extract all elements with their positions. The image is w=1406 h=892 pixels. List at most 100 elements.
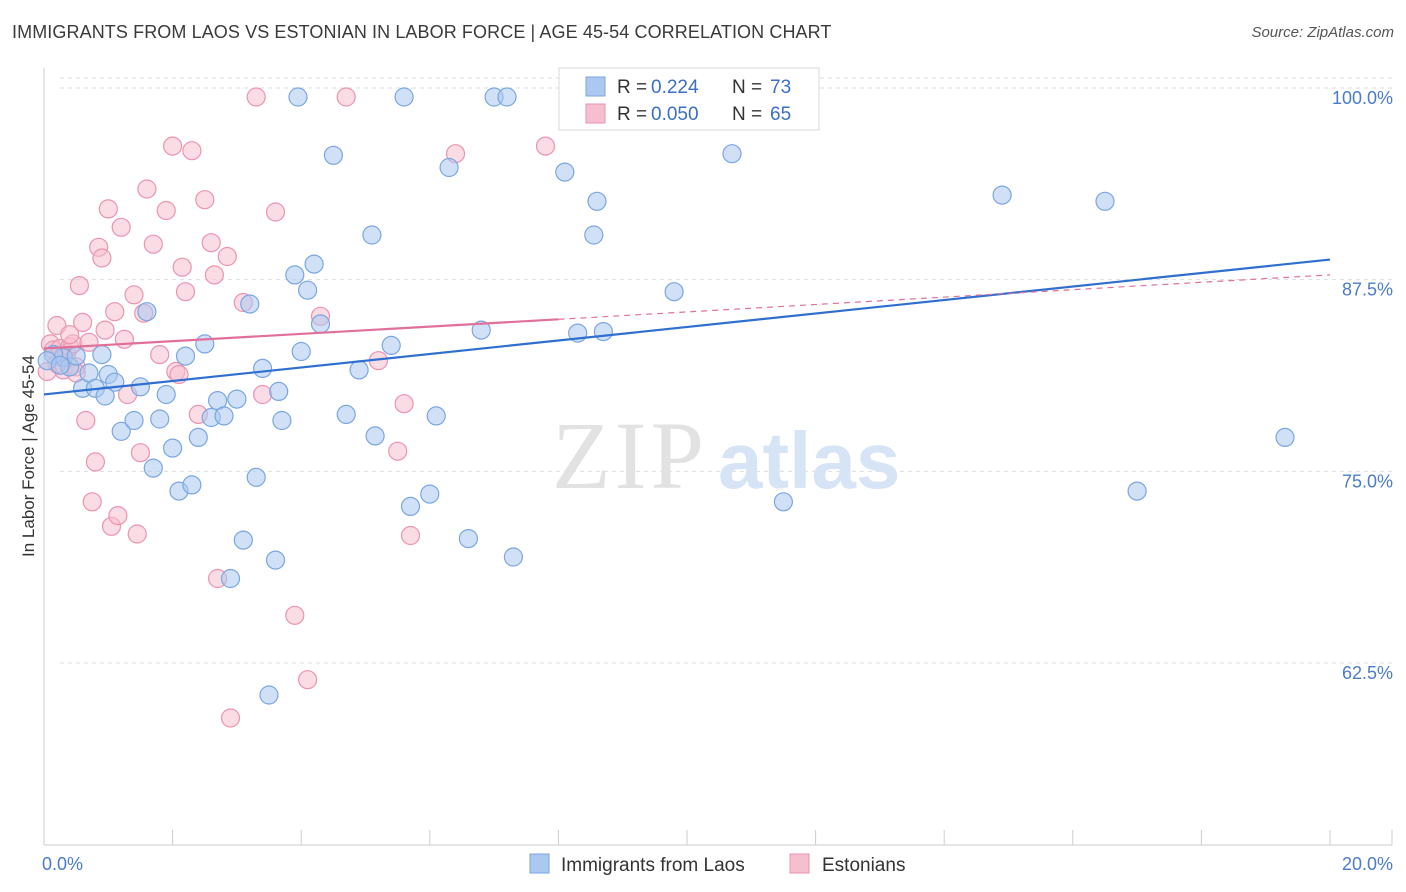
series-legend-swatch-laos (529, 853, 550, 874)
chart-source: Source: ZipAtlas.com (1251, 24, 1394, 41)
laos-point (310, 314, 331, 334)
laos-point (269, 381, 289, 401)
y-tick-labels: 100.0% 87.5% 75.0% 62.5% (1332, 88, 1393, 683)
estonians-point (298, 670, 318, 690)
series-legend-label-laos: Immigrants from Laos (561, 855, 745, 876)
laos-point (664, 282, 684, 302)
laos-point (593, 322, 614, 342)
estonians-point (201, 233, 221, 253)
estonians-point (217, 246, 237, 267)
estonians-point (60, 325, 80, 345)
estonians-point (111, 217, 131, 237)
estonians-point (76, 410, 96, 431)
laos-point (227, 389, 247, 409)
laos-point (458, 528, 478, 549)
laos-point (150, 409, 170, 429)
laos-point (587, 191, 607, 211)
laos-point (195, 334, 215, 354)
estonians-point (130, 443, 150, 463)
laos-point (188, 427, 208, 447)
estonians-point (92, 248, 112, 268)
laos-point (163, 438, 183, 458)
laos-point (240, 294, 260, 314)
laos-points (37, 87, 1295, 705)
laos-point (253, 358, 273, 378)
laos-point (246, 467, 266, 487)
estonians-point (98, 199, 118, 219)
estonians-point (204, 265, 224, 285)
estonians-point (108, 505, 128, 526)
laos-point (1127, 481, 1147, 501)
watermark-atlas: atlas (718, 416, 900, 505)
estonians-point (195, 190, 215, 210)
estonians-point (72, 312, 93, 332)
estonians-point (175, 282, 196, 302)
stats-legend-r-label-laos: R = (617, 77, 647, 98)
x-tick-label-min: 0.0% (42, 854, 83, 874)
laos-point (420, 484, 440, 504)
laos-point (124, 410, 144, 431)
stats-legend-swatch-estonians (585, 103, 606, 124)
laos-point (220, 568, 241, 589)
estonians-point (156, 200, 176, 221)
laos-point (272, 410, 292, 431)
estonians-point (143, 234, 163, 254)
series-legend: Immigrants from Laos Estonians (529, 853, 905, 876)
estonians-point (150, 345, 170, 365)
laos-point (214, 406, 234, 426)
y-tick-label: 75.0% (1342, 471, 1393, 491)
laos-trend-line (43, 258, 1331, 396)
laos-point (156, 384, 176, 405)
estonians-points (37, 87, 556, 728)
laos-point (497, 87, 517, 107)
laos-point (426, 406, 446, 426)
estonians-point (85, 452, 106, 472)
laos-point (773, 492, 794, 512)
laos-point (111, 421, 131, 441)
estonians-point (137, 179, 157, 199)
laos-point (291, 341, 311, 362)
stats-legend-n-value-estonians: 65 (770, 104, 791, 125)
stats-legend-swatch-laos (585, 76, 606, 97)
y-axis-label: In Labor Force | Age 45-54 (19, 355, 38, 557)
estonians-point (400, 525, 421, 546)
laos-point (992, 185, 1012, 205)
laos-point (439, 157, 459, 178)
estonians-trend-line (43, 318, 559, 350)
laos-point (175, 346, 196, 366)
laos-point (503, 547, 524, 567)
watermark-zip: ZIP (552, 402, 708, 509)
laos-point (304, 254, 324, 274)
laos-point (381, 335, 401, 355)
estonians-point (172, 257, 192, 277)
y-tick-label: 62.5% (1342, 663, 1393, 683)
laos-point (285, 265, 305, 285)
estonians-point (285, 605, 305, 625)
stats-legend-n-label-estonians: N = (732, 104, 762, 125)
estonians-point (182, 141, 202, 161)
stats-legend-r-value-estonians: 0.050 (651, 104, 699, 125)
estonians-point (246, 87, 266, 107)
series-legend-label-estonians: Estonians (822, 855, 905, 876)
laos-point (143, 458, 163, 478)
estonians-point (336, 87, 356, 107)
laos-point (182, 475, 202, 495)
laos-point (584, 225, 604, 245)
estonians-point (388, 441, 408, 461)
stats-legend-n-value-laos: 73 (770, 77, 791, 98)
stats-legend-r-label-estonians: R = (617, 104, 647, 125)
y-tick-label: 87.5% (1342, 280, 1393, 300)
chart-title: IMMIGRANTS FROM LAOS VS ESTONIAN IN LABO… (12, 22, 832, 42)
stats-legend-n-label-laos: N = (732, 77, 762, 98)
laos-point (471, 320, 491, 340)
laos-point (1275, 427, 1295, 447)
laos-point (400, 496, 421, 516)
estonians-point (124, 285, 144, 305)
laos-point (362, 225, 382, 245)
estonians-point (114, 329, 135, 349)
laos-point (323, 145, 343, 165)
laos-point (298, 280, 318, 300)
estonians-point (253, 384, 273, 405)
laos-point (722, 144, 742, 164)
